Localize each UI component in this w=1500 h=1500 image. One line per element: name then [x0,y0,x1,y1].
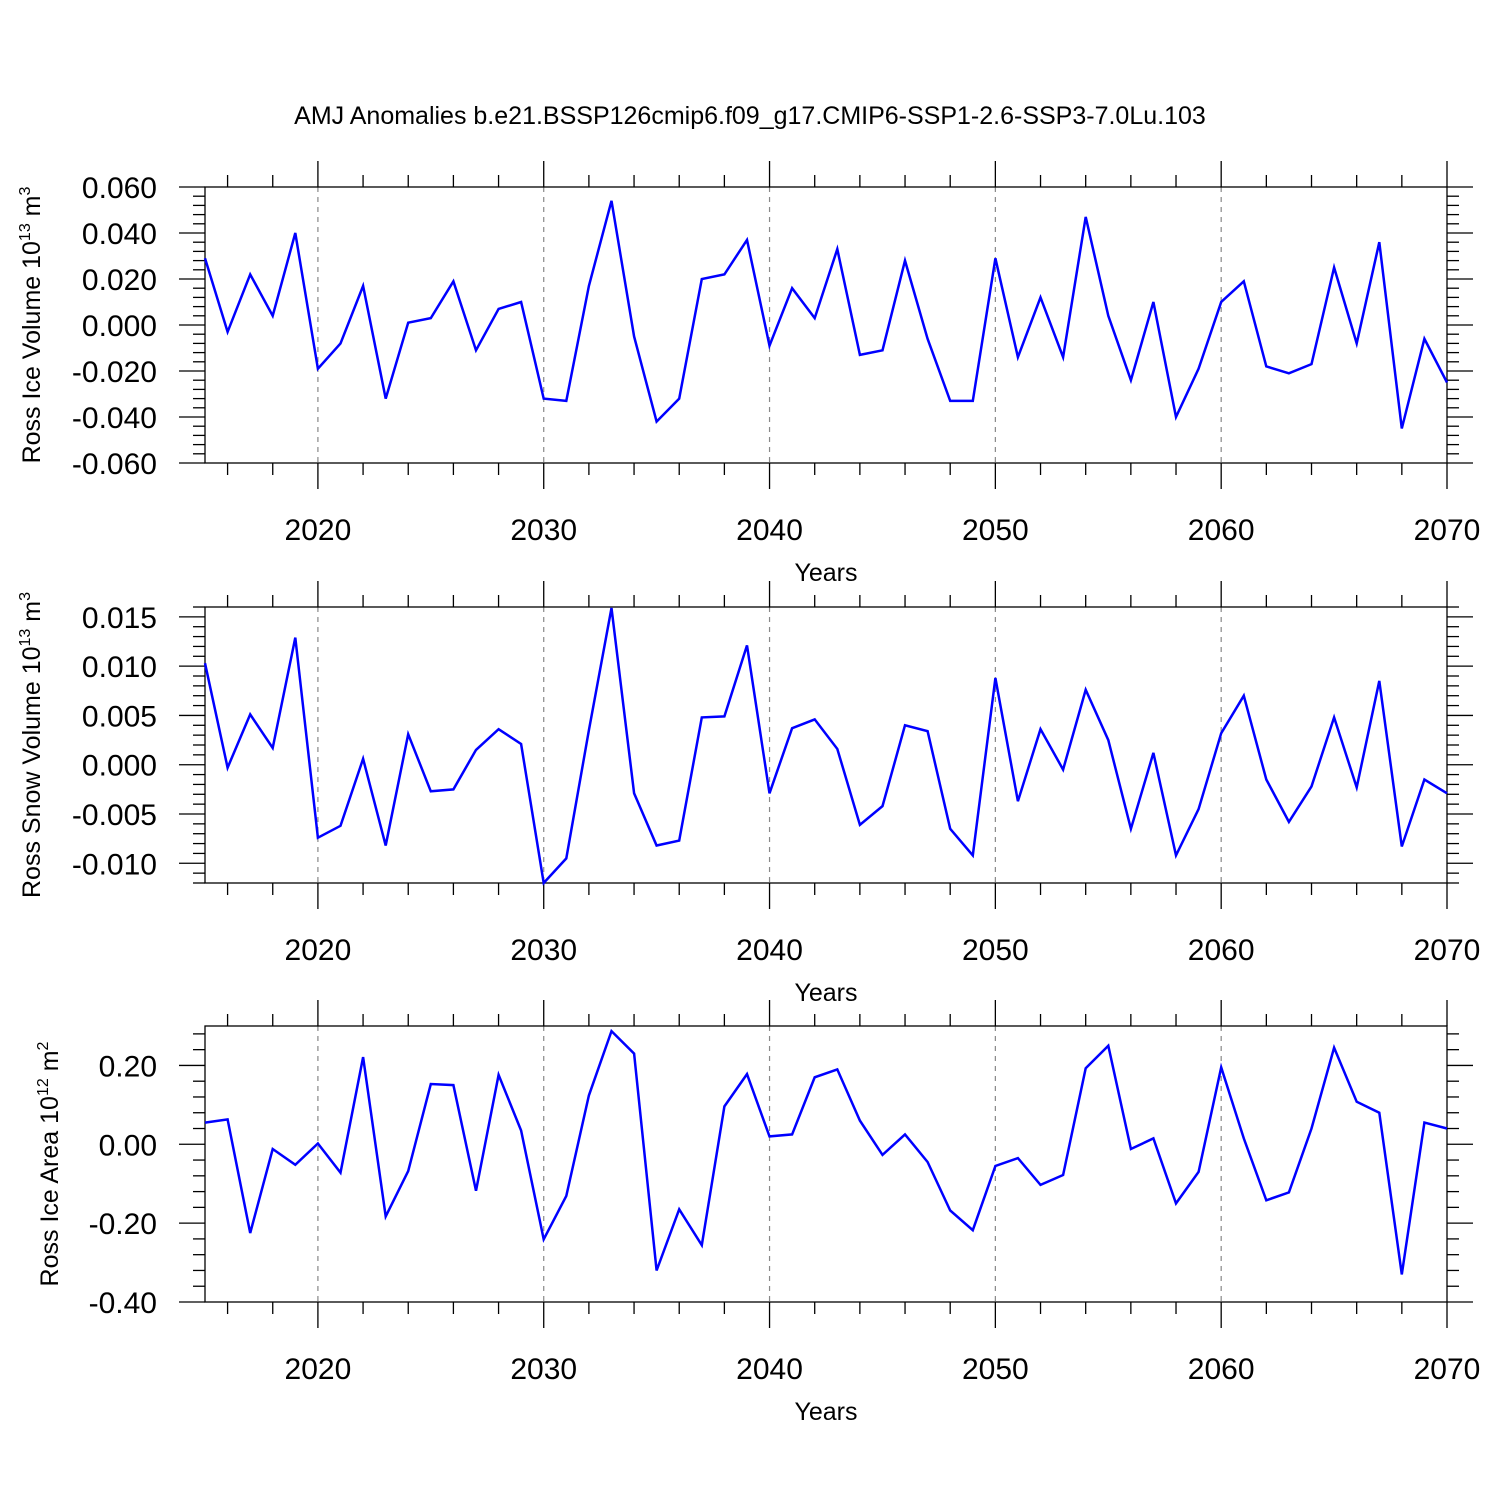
x-tick-label: 2070 [1414,1353,1481,1386]
x-tick-label: 2040 [736,934,803,967]
y-axis-title: Ross Snow Volume 1013 m3 [17,592,46,898]
y-tick-label: 0.000 [82,750,157,783]
y-axis-title-unit: m [18,195,46,223]
y-tick-label: -0.005 [72,799,157,832]
x-tick-label: 2070 [1414,934,1481,967]
y-tick-label: 0.000 [82,310,157,343]
panel-ross-snow-volume: 2020 2030 2040 2050 2060 2070 -0.010 -0.005 0.00… [17,581,1480,1007]
x-tick-label: 2050 [962,934,1029,967]
x-tick-label: 2030 [510,1353,577,1386]
x-axis-title: Years [794,979,857,1007]
y-axis-title-unit: m [18,601,46,629]
x-tick-label: 2050 [962,514,1029,547]
y-tick-label: -0.020 [72,356,157,389]
x-tick-label: 2020 [285,934,352,967]
x-axis-title: Years [794,559,857,587]
y-tick-label: -0.40 [89,1287,157,1320]
y-axis-title-text: Ross Ice Area 10 [36,1096,64,1286]
x-axis-title: Years [794,1398,857,1426]
y-tick-label: 0.015 [82,602,157,635]
y-tick-label: 0.00 [99,1129,157,1162]
y-tick-label: 0.010 [82,651,157,684]
y-axis-title-text: Ross Snow Volume 10 [18,646,46,898]
chart-title: AMJ Anomalies b.e21.BSSP126cmip6.f09_g17… [294,102,1206,130]
plot-frame [204,1025,1448,1303]
panel-ross-ice-volume: 2020 2030 2040 2050 2060 2070 -0.060 -0.040 -0.0… [17,161,1480,587]
x-tick-label: 2030 [510,934,577,967]
series-line [203,200,1449,429]
y-axis-title-exponent: 13 [17,629,34,647]
y-tick-label: 0.060 [82,172,157,205]
x-tick-label: 2050 [962,1353,1029,1386]
y-tick-label: 0.040 [82,218,157,251]
series-line [204,1028,1448,1275]
x-tick-label: 2040 [736,1353,803,1386]
y-tick-label: 0.005 [82,700,157,733]
y-axis-title-unit-exponent: 3 [17,592,34,601]
y-tick-label: -0.040 [72,402,157,435]
plot-frame [204,186,1448,464]
x-tick-label: 2070 [1414,514,1481,547]
x-tick-label: 2030 [510,514,577,547]
y-tick-label: 0.020 [82,264,157,297]
series-line [203,607,1448,886]
y-axis-title-exponent: 13 [17,223,34,241]
y-tick-label: -0.20 [89,1208,157,1241]
y-axis-title-text: Ross Ice Volume 10 [18,241,46,463]
panel-ross-ice-area: 2020 2030 2040 2050 2060 2070 -0.40 -0.20 0.00 0.… [35,1000,1480,1426]
y-tick-label: -0.060 [72,448,157,481]
y-tick-label: 0.20 [99,1050,157,1083]
y-tick-label: -0.010 [72,848,157,881]
y-axis-title-unit-exponent: 3 [17,186,34,195]
x-tick-label: 2060 [1188,1353,1255,1386]
y-axis-title-unit-exponent: 2 [35,1041,52,1050]
y-axis-title-exponent: 12 [35,1078,52,1096]
x-tick-label: 2020 [285,514,352,547]
x-tick-label: 2060 [1188,934,1255,967]
x-tick-label: 2060 [1188,514,1255,547]
x-tick-label: 2020 [285,1353,352,1386]
y-axis-title: Ross Ice Area 1012 m2 [35,1041,64,1286]
x-tick-label: 2040 [736,514,803,547]
plot-frame [204,606,1448,884]
y-axis-title: Ross Ice Volume 1013 m3 [17,186,46,463]
y-axis-title-unit: m [36,1050,64,1078]
